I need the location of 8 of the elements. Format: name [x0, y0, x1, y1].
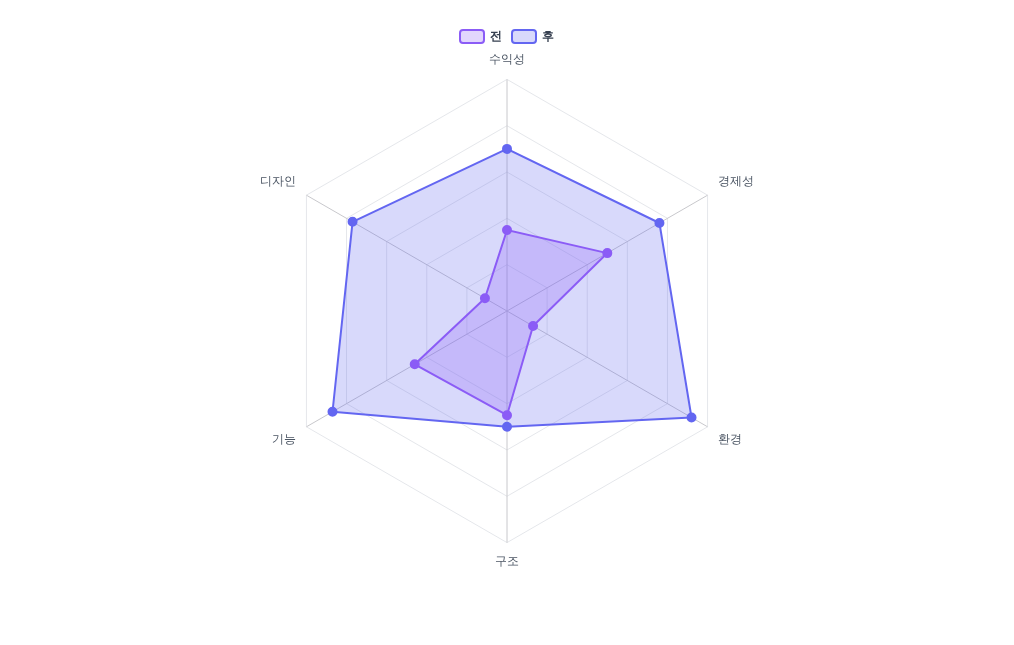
spoke-label: 기능	[272, 432, 297, 447]
legend-label: 후	[542, 28, 554, 43]
spoke-label: 디자인	[260, 174, 297, 189]
legend-label: 전	[490, 28, 502, 43]
spoke-label: 구조	[495, 553, 519, 568]
spoke-label: 경제성	[717, 174, 754, 189]
spoke-label: 환경	[717, 432, 742, 447]
spoke-label: 수익성	[489, 52, 525, 67]
